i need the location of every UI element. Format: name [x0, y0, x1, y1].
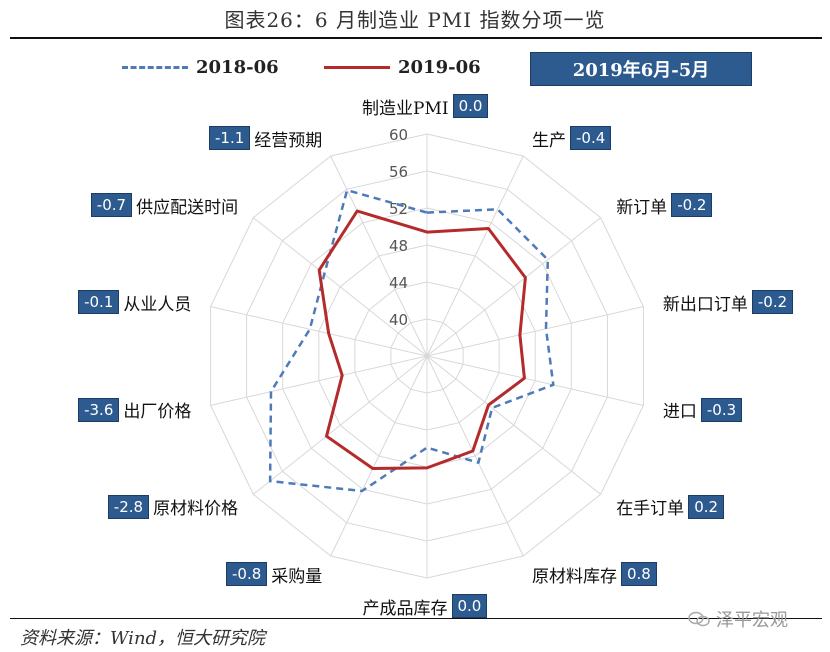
category-4: 进口 -0.3	[662, 397, 746, 423]
grid-spoke	[426, 306, 644, 357]
grid-spoke	[330, 155, 428, 357]
category-label: 新出口订单	[662, 294, 748, 315]
radar-tick-labels: 40 44 48 52 56 60	[389, 126, 408, 329]
category-label: 生产	[532, 130, 566, 151]
grid-spoke	[426, 355, 601, 495]
category-diff-badge: -3.6	[78, 397, 120, 422]
category-diff-badge: -0.7	[90, 193, 133, 218]
grid-spoke	[210, 355, 428, 406]
category-3: 新出口订单 -0.2	[662, 290, 797, 315]
category-12: -0.7 供应配送时间	[87, 193, 239, 218]
category-label: 从业人员	[123, 294, 192, 315]
category-2: 新订单 -0.2	[616, 193, 716, 218]
r-tick-label: 40	[389, 311, 408, 329]
category-label: 出厂价格	[123, 402, 192, 423]
top-rule	[10, 37, 822, 39]
category-diff-badge: -0.1	[78, 290, 120, 315]
grid-spoke	[210, 306, 428, 357]
category-label: 原材料库存	[532, 566, 617, 587]
category-label: 进口	[662, 402, 697, 423]
category-diff-badge: -0.2	[671, 193, 713, 218]
category-diff-badge: -0.8	[226, 562, 268, 586]
r-tick-label: 56	[389, 163, 408, 181]
category-label: 供应配送时间	[136, 197, 239, 218]
series-line-2019-06	[317, 209, 527, 470]
category-8: -0.8 采购量	[222, 562, 323, 587]
r-tick-label: 60	[389, 126, 408, 144]
category-diff-badge: 0.0	[452, 94, 489, 118]
legend-swatch-2018	[122, 65, 188, 69]
watermark: 泽平宏观	[688, 606, 788, 632]
category-label: 原材料价格	[153, 499, 239, 520]
category-label: 产成品库存	[362, 598, 448, 619]
category-label: 在手订单	[616, 499, 685, 520]
category-diff-badge: -1.1	[209, 126, 251, 150]
wechat-icon	[688, 611, 710, 627]
r-tick-label: 44	[389, 274, 408, 292]
radar-series	[268, 188, 555, 493]
category-5: 在手订单 0.2	[616, 494, 728, 520]
radar-grid	[210, 133, 644, 579]
category-diff-badge: -2.8	[107, 494, 150, 519]
series-line-2018-06	[268, 188, 555, 493]
category-diff-badge: -0.4	[570, 126, 612, 150]
category-label: 新订单	[616, 197, 668, 218]
watermark-text: 泽平宏观	[716, 610, 788, 631]
legend-swatch-2019	[324, 65, 390, 69]
grid-spoke	[253, 217, 428, 357]
legend-label-2019: 2019-06	[398, 56, 481, 78]
category-label: 制造业PMI	[362, 98, 449, 119]
grid-spoke	[426, 355, 524, 557]
grid-spoke	[426, 355, 644, 406]
category-7: 产成品库存 0.0	[362, 594, 492, 619]
category-11: -0.1 从业人员	[74, 290, 192, 315]
category-diff-badge: -0.3	[700, 397, 743, 422]
category-diff-badge: -0.2	[751, 290, 794, 315]
grid-spoke	[253, 355, 428, 495]
category-0: 制造业PMI 0.0	[362, 94, 492, 119]
bottom-rule	[10, 618, 822, 619]
category-10: -3.6 出厂价格	[74, 397, 192, 423]
grid-spoke	[330, 355, 428, 557]
chart-title: 图表26：6 月制造业 PMI 指数分项一览	[224, 8, 606, 32]
r-tick-label: 52	[389, 200, 408, 218]
legend-item-2018: 2018-06	[122, 55, 279, 79]
period-badge: 2019年6月-5月	[530, 52, 752, 86]
category-diff-badge: 0.8	[621, 562, 657, 586]
r-tick-label: 48	[389, 237, 408, 255]
category-label: 采购量	[271, 566, 323, 587]
category-diff-badge: 0.0	[451, 594, 488, 618]
legend-label-2018: 2018-06	[196, 56, 279, 78]
source-note: 资料来源：Wind，恒大研究院	[20, 628, 266, 649]
category-diff-badge: 0.2	[688, 494, 725, 519]
grid-spoke	[426, 155, 524, 357]
category-9: -2.8 原材料价格	[104, 494, 239, 520]
category-1: 生产 -0.4	[532, 126, 615, 151]
category-13: -1.1 经营预期	[205, 126, 323, 151]
category-label: 经营预期	[254, 130, 323, 151]
category-6: 原材料库存 0.8	[532, 562, 661, 587]
grid-spoke	[426, 217, 601, 357]
legend-item-2019: 2019-06	[324, 55, 481, 79]
